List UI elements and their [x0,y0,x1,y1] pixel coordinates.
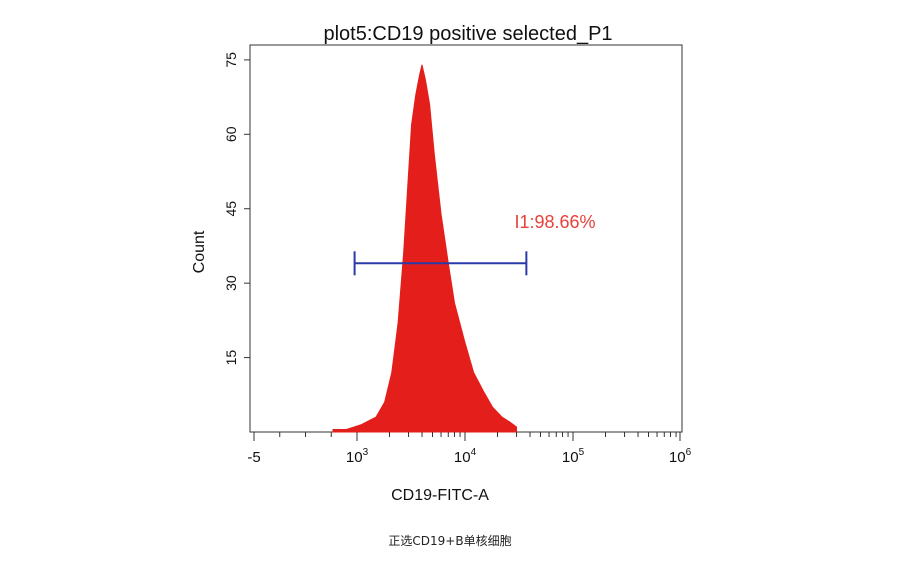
x-tick-label: 106 [669,447,692,466]
figure-caption: 正选CD19+B单核细胞 [388,534,512,548]
x-axis-label: CD19-FITC-A [391,487,489,504]
y-tick-label: 45 [223,201,239,217]
x-tick-label: -5 [247,449,260,466]
gate-label: I1:98.66% [514,212,595,232]
plot-marks: 15 30 45 60 75 -5 103 104 105 106 I1:98.66% [223,52,692,466]
y-tick-label: 30 [223,275,239,291]
y-axis-label: Count [191,230,208,273]
histogram-area-0 [332,64,517,433]
chart-title: plot5:CD19 positive selected_P1 [323,23,612,45]
x-tick-label: 104 [454,447,477,466]
y-tick-label: 15 [223,350,239,366]
x-tick-label: 103 [346,447,369,466]
y-tick-label: 75 [223,52,239,68]
y-tick-label: 60 [223,126,239,142]
x-tick-label: 105 [562,447,585,466]
